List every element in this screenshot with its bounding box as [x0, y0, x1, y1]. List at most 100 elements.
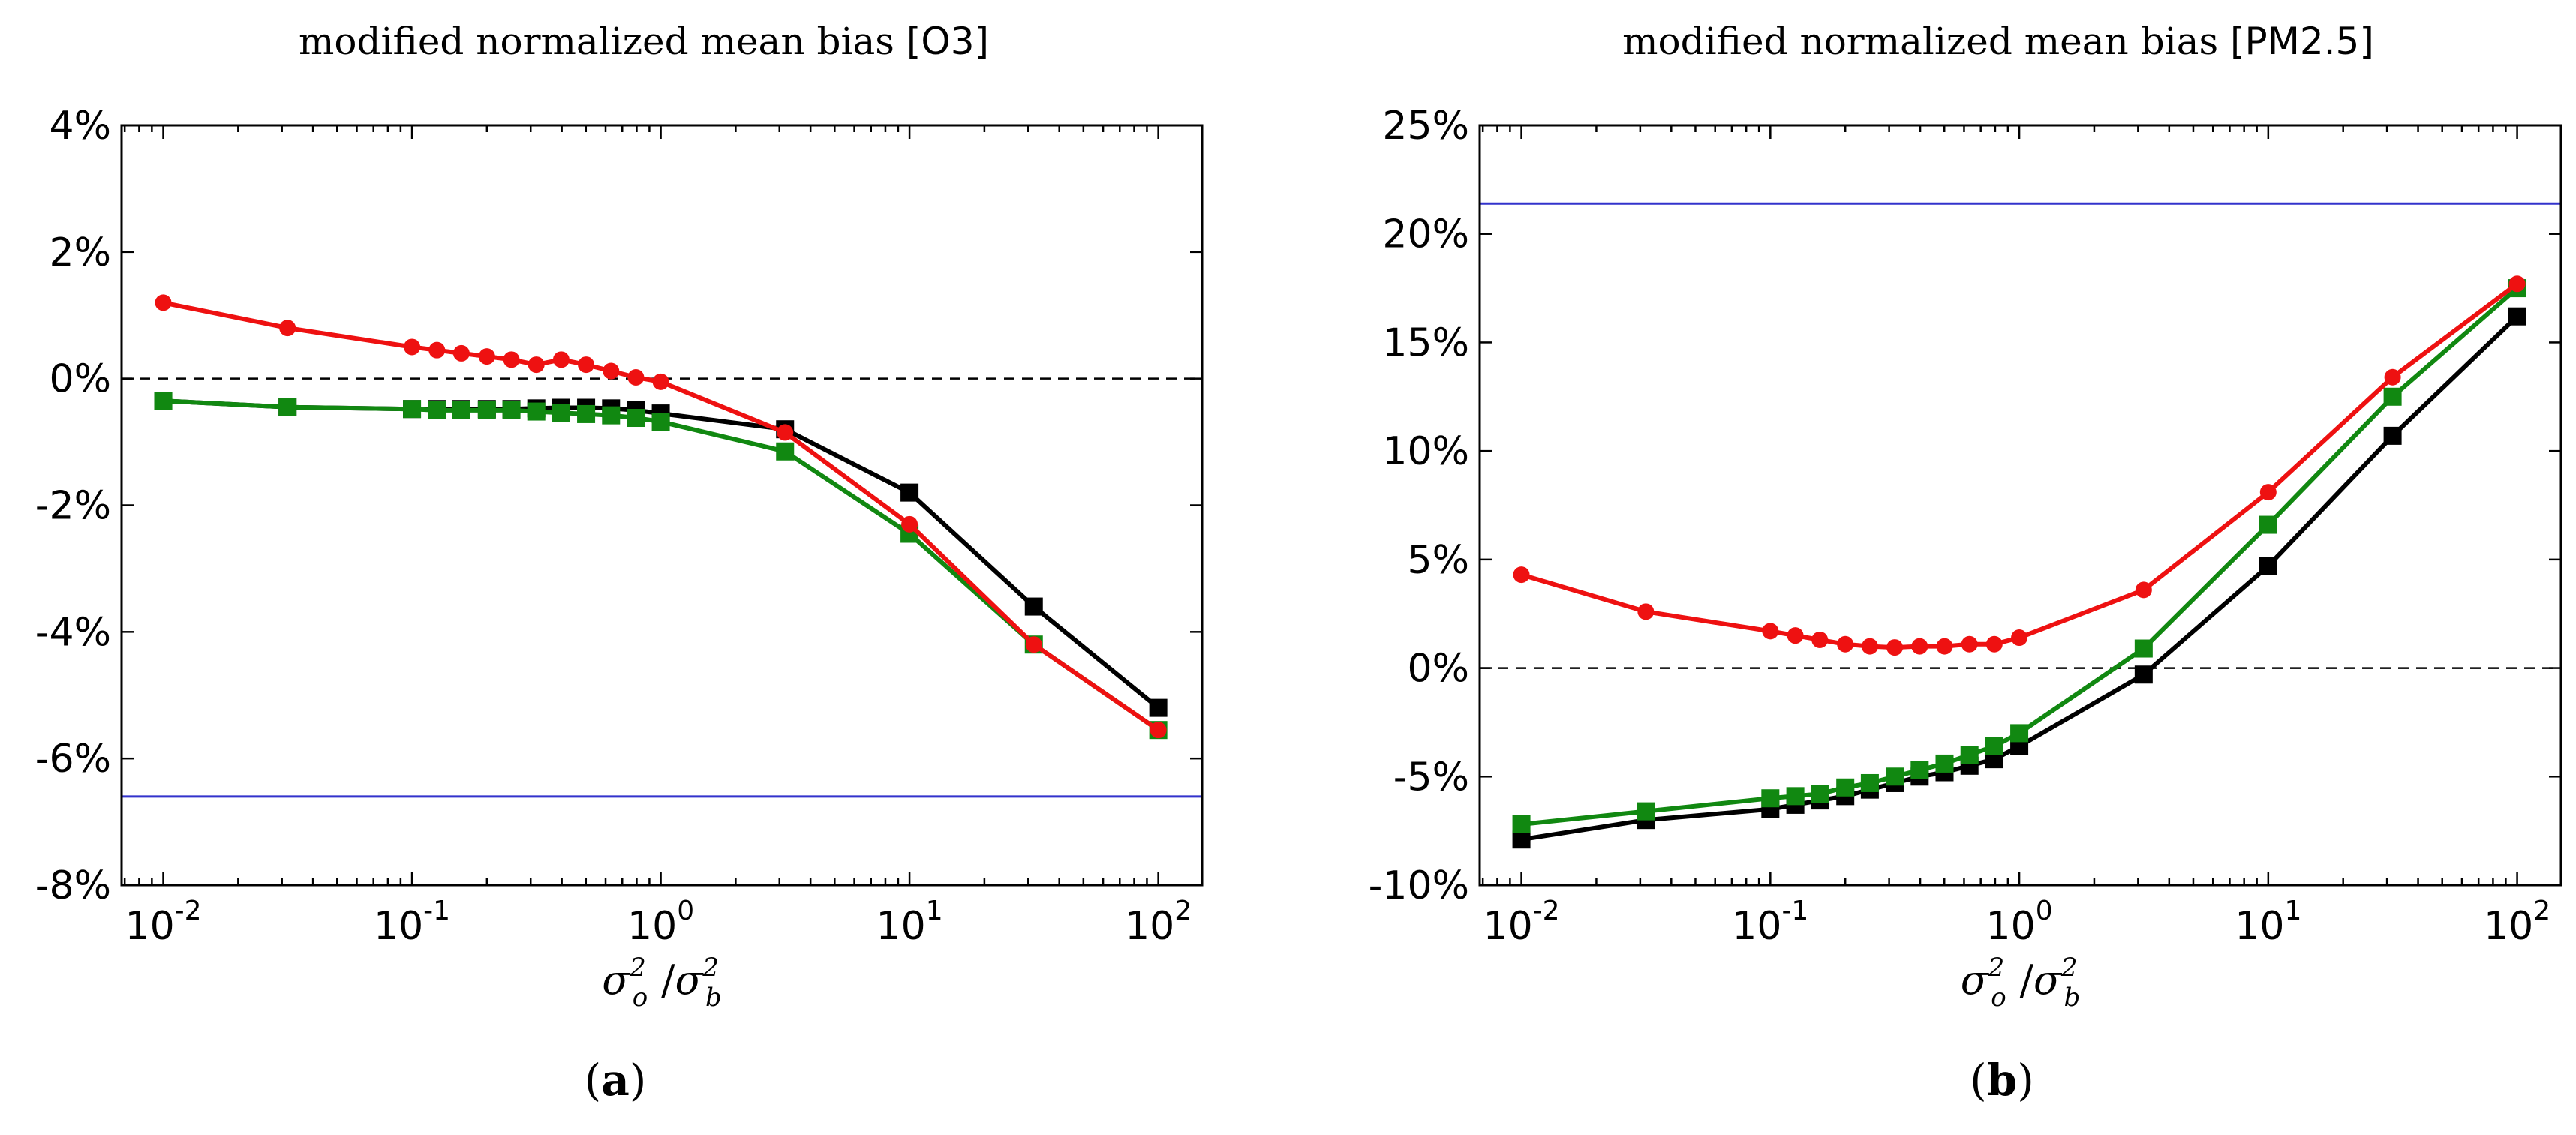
- x-axis-label: σ2 o/σ2 b: [602, 953, 721, 1013]
- chart-title-species: [PM2.5]: [2230, 20, 2374, 63]
- marker-green: [477, 401, 496, 419]
- marker-red: [2384, 368, 2401, 386]
- marker-green: [1910, 761, 1929, 779]
- xlabel-sq: 2: [702, 953, 719, 983]
- marker-green: [154, 392, 173, 410]
- y-tick-label: 10%: [1382, 429, 1469, 474]
- caption-letter: b: [1987, 1055, 2018, 1106]
- marker-red: [777, 424, 794, 441]
- marker-red: [901, 515, 918, 533]
- marker-red: [1936, 638, 1953, 655]
- marker-green: [452, 401, 470, 419]
- panel-caption: (a): [585, 1055, 647, 1106]
- x-tick-base: 10: [1125, 904, 1174, 949]
- marker-green: [1886, 767, 1904, 786]
- x-axis-label: σ2 o/σ2 b: [1961, 953, 2080, 1013]
- xlabel-sub-b: b: [705, 983, 722, 1013]
- x-tick-label: 10-1: [1732, 896, 1808, 949]
- marker-black: [2259, 557, 2277, 575]
- marker-red: [1837, 635, 1854, 653]
- marker-red: [1985, 635, 2003, 653]
- series-line-red: [1520, 281, 2519, 650]
- xlabel-sigma: σ: [1961, 956, 1990, 1004]
- x-tick-base: 10: [876, 904, 926, 949]
- marker-red: [578, 356, 595, 374]
- panel-b: modified normalized mean bias [PM2.5] 25%…: [1288, 0, 2576, 1135]
- marker-green: [1761, 789, 1780, 808]
- x-tick-base: 10: [2484, 904, 2533, 949]
- marker-red: [1787, 627, 1804, 644]
- x-tick-base: 10: [1483, 904, 1533, 949]
- series-line-red: [162, 300, 1160, 732]
- y-tick-label: -10%: [1369, 863, 1469, 908]
- x-tick-label: 100: [627, 896, 694, 949]
- marker-red: [1886, 639, 1904, 656]
- marker-green: [627, 409, 645, 428]
- y-tick-label: -8%: [35, 863, 111, 908]
- x-tick-label: 100: [1986, 896, 2053, 949]
- xlabel-slash: /: [661, 956, 675, 1004]
- marker-green: [2383, 387, 2402, 406]
- marker-green: [403, 400, 422, 419]
- marker-red: [404, 338, 421, 356]
- marker-red: [1513, 566, 1530, 584]
- marker-red: [2259, 484, 2277, 501]
- y-tick-label: 25%: [1382, 104, 1469, 149]
- x-tick-exponent: 1: [2284, 896, 2301, 926]
- plot-frame: [1478, 124, 2562, 887]
- x-tick-exponent: 1: [926, 896, 943, 926]
- marker-green: [1811, 785, 1829, 803]
- x-tick-exponent: 2: [2533, 896, 2550, 926]
- marker-red: [2508, 275, 2526, 293]
- marker-red: [1861, 638, 1878, 655]
- x-tick-label: 102: [2484, 896, 2550, 949]
- x-tick-label: 10-2: [125, 896, 201, 949]
- x-tick-label: 10-1: [374, 896, 450, 949]
- x-tick-label: 101: [876, 896, 943, 949]
- plot-frame: [120, 124, 1204, 887]
- y-tick-label: -6%: [35, 737, 111, 782]
- chart-title: modified normalized mean bias [O3]: [299, 20, 989, 63]
- caption-open: (: [585, 1055, 602, 1106]
- caption-close: ): [2017, 1055, 2034, 1106]
- x-tick-exponent: 0: [2036, 896, 2053, 926]
- chart-title: modified normalized mean bias [PM2.5]: [1622, 20, 2374, 63]
- series-line-green: [163, 398, 1160, 732]
- series-line-black: [163, 398, 1160, 710]
- marker-green: [602, 406, 621, 425]
- xlabel-sq: 2: [1988, 953, 2005, 983]
- marker-green: [1860, 773, 1879, 792]
- panel-caption: (b): [1970, 1055, 2034, 1106]
- marker-red: [428, 341, 446, 359]
- marker-red: [503, 351, 520, 368]
- marker-red: [155, 294, 172, 311]
- x-tick-exponent: -1: [1781, 896, 1808, 926]
- marker-black: [1149, 698, 1168, 717]
- xlabel-sq: 2: [629, 953, 646, 983]
- y-tick-label: 0%: [50, 357, 112, 402]
- marker-red: [279, 320, 296, 337]
- xlabel-slash: /: [2020, 956, 2034, 1004]
- panel-a: modified normalized mean bias [O3] 4% 2% 0%…: [35, 20, 1204, 1106]
- caption-close: ): [630, 1055, 647, 1106]
- marker-green: [552, 404, 570, 422]
- x-tick-exponent: -2: [1533, 896, 1560, 926]
- y-tick-label: 15%: [1382, 320, 1469, 365]
- y-tick-label: 2%: [50, 230, 112, 275]
- xlabel-sq: 2: [2060, 953, 2078, 983]
- xlabel-sigma: σ: [675, 956, 704, 1004]
- marker-red: [1811, 631, 1829, 648]
- x-tick-label: 102: [1125, 896, 1192, 949]
- chart-title-prefix: modified normalized mean bias: [299, 20, 894, 63]
- marker-red: [1150, 722, 1167, 739]
- marker-green: [1512, 815, 1531, 833]
- series-group: [1512, 275, 2526, 849]
- marker-green: [1960, 746, 1979, 764]
- marker-black: [2383, 426, 2402, 445]
- marker-red: [1637, 603, 1655, 620]
- marker-green: [651, 413, 670, 431]
- xlabel-sigma: σ: [2033, 956, 2063, 1004]
- marker-green: [527, 402, 546, 421]
- x-tick-exponent: 2: [1174, 896, 1192, 926]
